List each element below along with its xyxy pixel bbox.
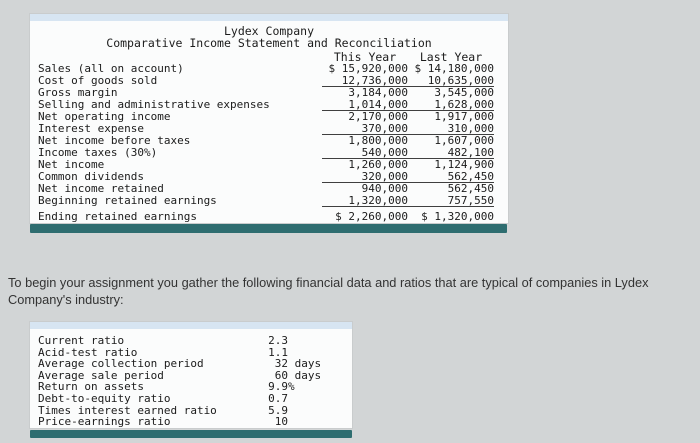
row-this-year-value: 1,800,000 [348,134,408,147]
ratio-label: Return on assets [38,380,144,394]
income-statement-row: Selling and administrative expenses 1,014… [30,99,508,111]
ratio-label: Debt-to-equity ratio [38,391,171,405]
income-statement-row: Gross margin 3,184,000 3,545,000 [30,87,508,99]
ratio-value: 9.9 [268,380,288,394]
ratio-unit: days [288,368,322,382]
ratio-value: 0.7 [268,391,288,405]
row-last-year-value: 1,917,000 [434,110,494,123]
row-this-year-value: 540,000 [322,147,408,159]
ratio-label: Acid-test ratio [38,345,138,359]
income-statement-row: Interest expense 370,000 310,000 [30,123,508,135]
row-this-year-value: 1,014,000 [322,99,408,111]
row-this-year-value: 320,000 [322,171,408,183]
row-last-year-value: 1,607,000 [434,134,494,147]
row-this-year-value: 12,736,000 [322,75,408,87]
income-statement-row: Ending retained earnings $ 2,260,000 $ 1,3… [30,211,508,223]
row-last-year-value: 310,000 [408,123,494,135]
ratio-value: 60 [274,368,288,382]
ratio-row: Current ratio 2.3 [30,335,352,347]
row-this-year-value: 1,320,000 [322,195,408,207]
income-table-horizontal-scrollbar[interactable] [30,224,507,233]
row-label: Cost of goods sold [38,74,158,87]
ratio-row: Return on assets 9.9% [30,381,352,393]
income-statement-row: Common dividends 320,000 562,450 [30,171,508,183]
income-statement-row: Beginning retained earnings 1,320,000 757,… [30,195,508,207]
income-statement-row: Net income 1,260,000 1,124,900 [30,159,508,171]
row-this-year-value: 370,000 [322,123,408,135]
column-headers: This Year Last Year [30,51,508,63]
income-statement-row: Net operating income 2,170,000 1,917,000 [30,111,508,123]
ratio-row: Average collection period 32 days [30,358,352,370]
income-statement-panel: Lydex Company Comparative Income Stateme… [30,14,508,223]
ratio-label: Average sale period [38,368,164,382]
row-this-year-value: $ 2,260,000 [335,210,408,223]
ratio-unit: days [288,357,322,371]
assignment-instruction-text: To begin your assignment you gather the … [8,275,649,307]
row-this-year-value: $ 15,920,000 [328,62,408,75]
income-statement-row: Cost of goods sold 12,736,000 10,635,000 [30,75,508,87]
row-last-year-value: 482,100 [408,147,494,159]
income-statement-row: Net income before taxes 1,800,000 1,607,00… [30,135,508,147]
income-statement-rows: Sales (all on account) $ 15,920,000 $ 14,1… [30,63,508,223]
ratio-label: Price-earnings ratio [38,415,171,429]
row-last-year-value: 1,628,000 [408,99,494,111]
row-this-year-value: 2,170,000 [348,110,408,123]
ratio-value: 32 [274,357,288,371]
row-label: Common dividends [38,170,144,183]
row-this-year-value: 940,000 [361,182,408,195]
industry-ratios-panel: Current ratio 2.3 Acid-test ratio 1.1 Averag… [30,322,352,428]
row-last-year-value: 3,545,000 [434,86,494,99]
row-label: Net income before taxes [38,134,191,147]
row-label: Net income retained [38,182,164,195]
industry-ratio-rows: Current ratio 2.3 Acid-test ratio 1.1 Averag… [30,335,352,428]
row-label: Net income [38,158,105,171]
column-header-this-year: This Year [333,50,397,64]
statement-title: Lydex Company [223,24,314,38]
ratio-value: 5.9 [268,403,288,417]
row-label: Net operating income [38,110,171,123]
ratio-unit: % [288,380,295,394]
row-last-year-value: 562,450 [447,182,494,195]
ratios-table-horizontal-scrollbar[interactable] [30,430,352,438]
ratio-label: Times interest earned ratio [38,403,217,417]
row-this-year-value: 1,260,000 [348,158,408,171]
ratio-row: Price-earnings ratio 10 [30,416,352,428]
ratio-row: Average sale period 60 days [30,370,352,382]
ratio-label: Current ratio [38,334,125,347]
row-last-year-value: 1,124,900 [434,158,494,171]
ratio-label: Average collection period [38,357,204,371]
statement-subtitle: Comparative Income Statement and Reconci… [106,36,432,50]
income-statement-row: Net income retained 940,000 562,450 [30,183,508,195]
row-label: Interest expense [38,122,144,135]
ratio-row: Acid-test ratio 1.1 [30,345,352,359]
panel-header-band [30,14,508,21]
ratio-row: Debt-to-equity ratio 0.7 [30,393,352,405]
income-statement-row: Sales (all on account) $ 15,920,000 $ 14,1… [30,63,508,75]
row-label: Income taxes (30%) [38,146,158,159]
row-last-year-value: $ 14,180,000 [414,62,494,75]
income-statement-row: Income taxes (30%) 540,000 482,100 [30,147,508,159]
row-last-year-value: 10,635,000 [408,75,494,87]
row-label: Sales (all on account) [38,62,184,75]
ratio-value: 10 [274,415,288,429]
row-label: Beginning retained earnings [38,194,217,207]
row-label: Ending retained earnings [38,210,197,223]
row-last-year-value: 757,550 [408,195,494,207]
row-this-year-value: 3,184,000 [348,86,408,99]
row-label: Selling and administrative expenses [38,98,270,111]
panel-header-band [30,322,352,329]
column-header-last-year: Last Year [419,50,483,64]
row-label: Gross margin [38,86,118,99]
row-last-year-value: 562,450 [408,171,494,183]
ratio-value: 1.1 [268,345,288,359]
ratio-value: 2.3 [268,334,288,347]
ratio-row: Times interest earned ratio 5.9 [30,403,352,417]
row-last-year-value: $ 1,320,000 [421,210,494,223]
